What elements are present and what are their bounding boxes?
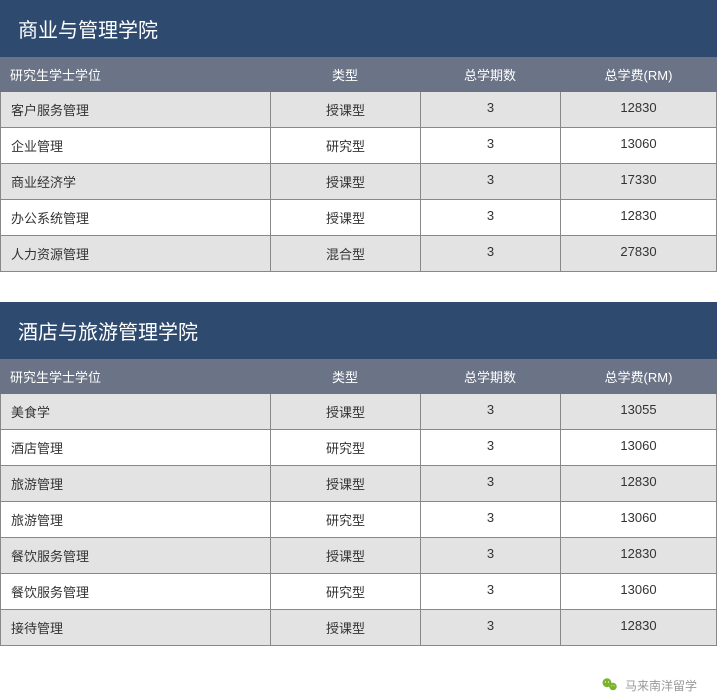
section: 酒店与旅游管理学院研究生学士学位类型总学期数总学费(RM)美食学授课型31305… (0, 302, 717, 646)
table-cell: 商业经济学 (0, 164, 270, 200)
table-row: 商业经济学授课型317330 (0, 164, 717, 200)
table-cell: 旅游管理 (0, 466, 270, 502)
table-cell: 研究型 (270, 430, 420, 466)
table-row: 接待管理授课型312830 (0, 610, 717, 646)
tables-container: 商业与管理学院研究生学士学位类型总学期数总学费(RM)客户服务管理授课型3128… (0, 0, 717, 646)
table-cell: 3 (420, 574, 560, 610)
footer-text: 马来南洋留学 (625, 677, 697, 694)
table-cell: 12830 (560, 92, 717, 128)
table-cell: 3 (420, 92, 560, 128)
column-header: 总学期数 (420, 57, 560, 92)
table-cell: 13060 (560, 430, 717, 466)
table-header: 研究生学士学位类型总学期数总学费(RM) (0, 57, 717, 92)
table-row: 企业管理研究型313060 (0, 128, 717, 164)
table-cell: 客户服务管理 (0, 92, 270, 128)
column-header: 类型 (270, 359, 420, 394)
column-header: 总学期数 (420, 359, 560, 394)
footer-content: 马来南洋留学 (601, 676, 697, 694)
wechat-icon (601, 676, 619, 694)
column-header: 类型 (270, 57, 420, 92)
section-title: 酒店与旅游管理学院 (0, 302, 717, 359)
table-row: 人力资源管理混合型327830 (0, 236, 717, 272)
table-cell: 酒店管理 (0, 430, 270, 466)
section: 商业与管理学院研究生学士学位类型总学期数总学费(RM)客户服务管理授课型3128… (0, 0, 717, 272)
table-cell: 旅游管理 (0, 502, 270, 538)
table-cell: 混合型 (270, 236, 420, 272)
table-cell: 企业管理 (0, 128, 270, 164)
table-cell: 办公系统管理 (0, 200, 270, 236)
table-cell: 3 (420, 236, 560, 272)
table-cell: 13055 (560, 394, 717, 430)
table-cell: 12830 (560, 466, 717, 502)
table-cell: 12830 (560, 610, 717, 646)
table-cell: 3 (420, 610, 560, 646)
table-cell: 授课型 (270, 164, 420, 200)
table-row: 美食学授课型313055 (0, 394, 717, 430)
table-cell: 研究型 (270, 502, 420, 538)
table-header: 研究生学士学位类型总学期数总学费(RM) (0, 359, 717, 394)
column-header: 总学费(RM) (560, 57, 717, 92)
table-row: 餐饮服务管理研究型313060 (0, 574, 717, 610)
table-cell: 美食学 (0, 394, 270, 430)
table-cell: 研究型 (270, 128, 420, 164)
column-header: 总学费(RM) (560, 359, 717, 394)
table-row: 酒店管理研究型313060 (0, 430, 717, 466)
table-cell: 3 (420, 128, 560, 164)
table-cell: 研究型 (270, 574, 420, 610)
table-cell: 13060 (560, 574, 717, 610)
table-cell: 27830 (560, 236, 717, 272)
table-cell: 17330 (560, 164, 717, 200)
table-cell: 13060 (560, 502, 717, 538)
section-title: 商业与管理学院 (0, 0, 717, 57)
table-cell: 3 (420, 502, 560, 538)
table-cell: 3 (420, 466, 560, 502)
table-row: 餐饮服务管理授课型312830 (0, 538, 717, 574)
table-cell: 接待管理 (0, 610, 270, 646)
column-header: 研究生学士学位 (0, 359, 270, 394)
table-row: 旅游管理授课型312830 (0, 466, 717, 502)
footer: 马来南洋留学 (0, 676, 717, 699)
table-cell: 餐饮服务管理 (0, 538, 270, 574)
table-cell: 授课型 (270, 610, 420, 646)
table-row: 旅游管理研究型313060 (0, 502, 717, 538)
table-cell: 授课型 (270, 538, 420, 574)
table-cell: 授课型 (270, 92, 420, 128)
table-cell: 餐饮服务管理 (0, 574, 270, 610)
table-cell: 授课型 (270, 200, 420, 236)
table-cell: 3 (420, 538, 560, 574)
table-cell: 授课型 (270, 394, 420, 430)
table-row: 办公系统管理授课型312830 (0, 200, 717, 236)
table-cell: 12830 (560, 200, 717, 236)
table-row: 客户服务管理授课型312830 (0, 92, 717, 128)
table-cell: 13060 (560, 128, 717, 164)
table-cell: 3 (420, 430, 560, 466)
table-cell: 人力资源管理 (0, 236, 270, 272)
column-header: 研究生学士学位 (0, 57, 270, 92)
table-cell: 授课型 (270, 466, 420, 502)
table-cell: 3 (420, 200, 560, 236)
table-cell: 3 (420, 164, 560, 200)
table-cell: 12830 (560, 538, 717, 574)
table-cell: 3 (420, 394, 560, 430)
